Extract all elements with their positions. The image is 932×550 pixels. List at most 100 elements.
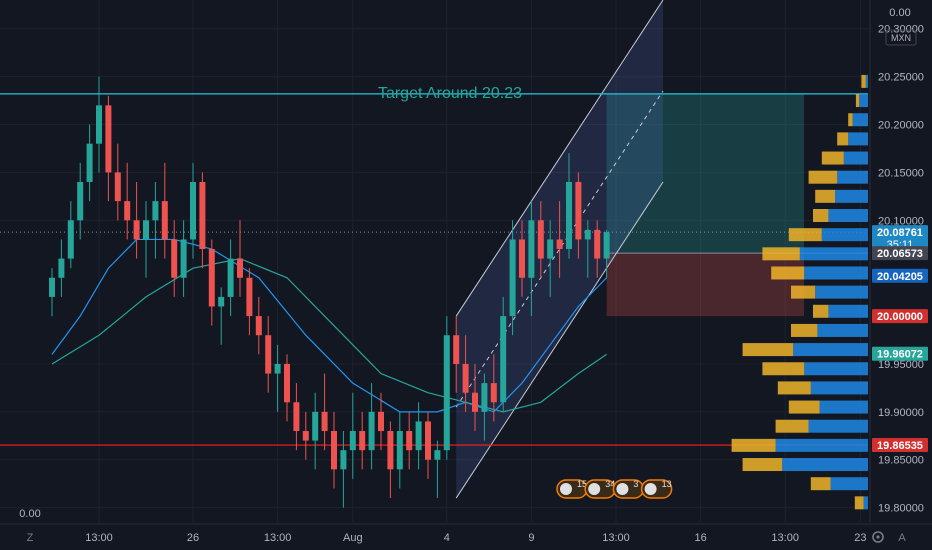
price-axis-panel[interactable] bbox=[870, 0, 932, 522]
candle bbox=[481, 373, 488, 441]
candle-body bbox=[218, 296, 225, 307]
candle bbox=[161, 162, 168, 259]
candle bbox=[453, 316, 460, 393]
volume-up-bar bbox=[837, 132, 849, 146]
candle-body bbox=[406, 431, 413, 451]
target-annotation[interactable]: Target Around 20.23 bbox=[378, 85, 522, 102]
profit-zone[interactable] bbox=[606, 93, 804, 254]
event-markers[interactable]: 15 34 3 13 bbox=[556, 479, 673, 499]
candle-body bbox=[293, 402, 300, 432]
candle-body bbox=[349, 431, 356, 451]
candle-body bbox=[528, 220, 535, 278]
candle bbox=[547, 220, 554, 297]
candle-body bbox=[49, 277, 55, 297]
price-tag-bg bbox=[872, 246, 928, 261]
time-axis-panel[interactable] bbox=[0, 524, 932, 550]
candle-body bbox=[434, 450, 441, 460]
timezone-button[interactable]: Z bbox=[27, 532, 34, 544]
time-tick-label: 13:00 bbox=[602, 532, 630, 544]
candle bbox=[528, 201, 535, 317]
candle bbox=[96, 76, 102, 173]
candle-body bbox=[556, 239, 563, 250]
candle bbox=[340, 431, 347, 508]
candle bbox=[603, 229, 610, 278]
time-tick-label: 13:00 bbox=[85, 532, 113, 544]
candle bbox=[77, 162, 84, 240]
candle-body bbox=[312, 411, 319, 441]
time-tick-label: 23 bbox=[854, 532, 866, 544]
candle bbox=[500, 296, 507, 412]
event-marker-count: 13 bbox=[662, 479, 672, 489]
candle bbox=[171, 220, 178, 297]
event-marker[interactable]: 15 bbox=[556, 479, 588, 499]
candle bbox=[349, 392, 356, 479]
candle-body bbox=[321, 411, 328, 432]
event-marker-count: 15 bbox=[577, 479, 587, 489]
candle-body bbox=[481, 383, 488, 412]
volume-row bbox=[815, 189, 868, 203]
event-marker[interactable]: 34 bbox=[584, 479, 616, 499]
candle bbox=[359, 411, 366, 470]
candle-body bbox=[490, 383, 497, 403]
volume-row bbox=[813, 209, 868, 223]
loss-zone[interactable] bbox=[606, 253, 804, 317]
candle bbox=[509, 220, 516, 336]
price-tag: 20.06573 bbox=[872, 246, 928, 261]
channel-upper-line[interactable] bbox=[455, 0, 664, 317]
event-marker[interactable]: 3 bbox=[612, 479, 645, 499]
volume-up-bar bbox=[788, 400, 820, 414]
event-marker-count: 3 bbox=[633, 479, 638, 489]
time-tick-label: Aug bbox=[343, 532, 363, 544]
candle bbox=[190, 162, 196, 259]
candle-body bbox=[472, 392, 478, 412]
candle-body bbox=[86, 143, 93, 182]
volume-down-bar bbox=[804, 266, 868, 280]
candle bbox=[566, 153, 572, 259]
candle-body bbox=[199, 181, 206, 250]
volume-up-bar bbox=[742, 458, 783, 472]
volume-down-bar bbox=[848, 132, 868, 146]
volume-row bbox=[808, 170, 868, 184]
price-tick-label: 19.80000 bbox=[878, 503, 924, 515]
candle-body bbox=[190, 181, 196, 240]
candle-body bbox=[566, 181, 572, 250]
volume-up-bar bbox=[791, 323, 818, 337]
candle bbox=[208, 239, 215, 326]
candle bbox=[396, 411, 403, 489]
price-tick-label: 19.90000 bbox=[878, 407, 924, 419]
candle bbox=[321, 373, 328, 451]
volume-down-bar bbox=[843, 151, 868, 165]
candle-body bbox=[114, 172, 121, 202]
candle-body bbox=[284, 363, 290, 403]
candle bbox=[199, 172, 206, 269]
candle bbox=[415, 402, 422, 470]
candle-body bbox=[171, 239, 178, 278]
position-box[interactable] bbox=[606, 93, 868, 317]
candle-body bbox=[537, 220, 544, 259]
candle bbox=[105, 95, 112, 202]
price-tick-label: 20.25000 bbox=[878, 72, 924, 84]
currency-box[interactable] bbox=[885, 29, 917, 46]
volume-up-bar bbox=[808, 170, 838, 184]
candle bbox=[124, 162, 131, 240]
candle-body bbox=[603, 232, 610, 259]
price-tag-bg bbox=[872, 225, 928, 252]
volume-up-bar bbox=[775, 419, 809, 433]
candle-body bbox=[368, 411, 375, 451]
volume-up-bar bbox=[731, 438, 776, 452]
candle bbox=[152, 181, 159, 259]
candle-body bbox=[67, 220, 74, 259]
candle-body bbox=[396, 431, 403, 470]
auto-scale-button[interactable]: A bbox=[898, 532, 906, 544]
candle bbox=[265, 316, 272, 393]
candle-body bbox=[208, 249, 215, 307]
event-marker[interactable]: 13 bbox=[640, 479, 673, 499]
candle bbox=[274, 344, 281, 412]
gear-icon[interactable] bbox=[872, 531, 884, 543]
candle-body bbox=[152, 201, 159, 221]
time-tick-label: 4 bbox=[444, 532, 450, 544]
candle-body bbox=[133, 220, 140, 240]
ma-teal bbox=[51, 257, 607, 413]
